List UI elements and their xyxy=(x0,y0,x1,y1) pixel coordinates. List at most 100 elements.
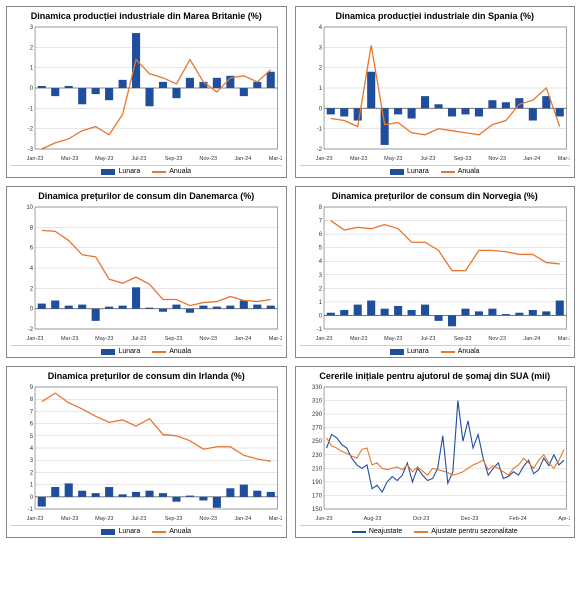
svg-text:Jul-23: Jul-23 xyxy=(420,156,435,162)
svg-text:Mar-24: Mar-24 xyxy=(557,156,570,162)
legend-label: Lunara xyxy=(118,168,140,175)
svg-text:Mar-23: Mar-23 xyxy=(349,336,366,342)
svg-text:Nov-23: Nov-23 xyxy=(199,336,217,342)
svg-text:Jan-23: Jan-23 xyxy=(27,156,44,162)
legend-label: Lunara xyxy=(118,348,140,355)
svg-text:9: 9 xyxy=(30,385,34,391)
chart-5: Cererile inițiale pentru ajutorul de șom… xyxy=(295,366,576,538)
legend-label: Lunara xyxy=(407,168,429,175)
svg-text:3: 3 xyxy=(318,273,322,279)
legend-item: Neajustate xyxy=(352,528,402,535)
chart-plot: -3-2-10123Jan-23Mar-23May-23Jul-23Sep-23… xyxy=(11,23,282,163)
svg-text:1: 1 xyxy=(30,66,34,72)
legend-item: Lunara xyxy=(101,528,140,535)
chart-1: Dinamica producției industriale din Span… xyxy=(295,6,576,178)
svg-text:May-23: May-23 xyxy=(384,336,402,342)
chart-title: Cererile inițiale pentru ajutorul de șom… xyxy=(300,371,571,381)
svg-text:Jul-23: Jul-23 xyxy=(420,336,435,342)
svg-text:May-23: May-23 xyxy=(95,516,113,522)
chart-plot: -10123456789Jan-23Mar-23May-23Jul-23Sep-… xyxy=(11,383,282,523)
svg-text:10: 10 xyxy=(26,205,33,211)
svg-text:Feb-24: Feb-24 xyxy=(509,516,526,522)
svg-text:2: 2 xyxy=(30,45,34,51)
svg-text:270: 270 xyxy=(312,426,323,432)
svg-text:6: 6 xyxy=(30,422,34,428)
chart-4: Dinamica prețurilor de consum din Irland… xyxy=(6,366,287,538)
svg-text:May-23: May-23 xyxy=(95,156,113,162)
chart-title: Dinamica producției industriale din Mare… xyxy=(11,11,282,21)
svg-text:190: 190 xyxy=(312,480,323,486)
svg-text:Jan-24: Jan-24 xyxy=(234,156,251,162)
svg-text:Oct-23: Oct-23 xyxy=(412,516,429,522)
legend-item: Lunara xyxy=(390,168,429,175)
svg-text:8: 8 xyxy=(30,225,34,231)
svg-text:Sep-23: Sep-23 xyxy=(165,336,183,342)
svg-text:Nov-23: Nov-23 xyxy=(199,156,217,162)
svg-text:-1: -1 xyxy=(28,106,34,112)
legend-label: Anuala xyxy=(169,168,191,175)
svg-text:1: 1 xyxy=(318,86,322,92)
legend-label: Neajustate xyxy=(369,528,402,535)
svg-text:0: 0 xyxy=(30,307,34,313)
chart-legend: LunaraAnuala xyxy=(300,165,571,175)
chart-3: Dinamica prețurilor de consum din Norveg… xyxy=(295,186,576,358)
svg-text:230: 230 xyxy=(312,453,323,459)
svg-text:Aug-23: Aug-23 xyxy=(363,516,381,522)
svg-text:Nov-23: Nov-23 xyxy=(199,516,217,522)
svg-text:210: 210 xyxy=(312,466,323,472)
legend-label: Lunara xyxy=(407,348,429,355)
svg-text:-1: -1 xyxy=(28,507,34,513)
svg-text:Jan-24: Jan-24 xyxy=(523,336,540,342)
chart-plot: -1012345678Jan-23Mar-23May-23Jul-23Sep-2… xyxy=(300,203,571,343)
svg-text:4: 4 xyxy=(318,25,322,31)
svg-text:330: 330 xyxy=(312,385,323,391)
chart-plot: -2-101234Jan-23Mar-23May-23Jul-23Sep-23N… xyxy=(300,23,571,163)
svg-text:0: 0 xyxy=(30,495,34,501)
svg-text:-2: -2 xyxy=(28,327,34,333)
svg-text:2: 2 xyxy=(30,470,34,476)
chart-legend: Lunara Anuala xyxy=(11,525,282,535)
legend-label: Anuala xyxy=(169,528,191,535)
svg-text:0: 0 xyxy=(318,313,322,319)
svg-text:-1: -1 xyxy=(316,327,322,333)
svg-text:Jul-23: Jul-23 xyxy=(131,516,146,522)
svg-text:Jan-23: Jan-23 xyxy=(315,336,332,342)
chart-plot: 150170190210230250270290310330Jun-23Aug-… xyxy=(300,383,571,523)
svg-text:4: 4 xyxy=(30,446,34,452)
legend-item: Anuala xyxy=(441,348,480,355)
svg-text:Jan-23: Jan-23 xyxy=(27,516,44,522)
legend-item: Anuala xyxy=(152,348,191,355)
svg-text:6: 6 xyxy=(318,232,322,238)
svg-text:310: 310 xyxy=(312,399,323,405)
svg-text:5: 5 xyxy=(30,434,34,440)
svg-text:8: 8 xyxy=(30,397,34,403)
svg-text:3: 3 xyxy=(318,45,322,51)
chart-title: Dinamica prețurilor de consum din Danema… xyxy=(11,191,282,201)
svg-text:Dec-23: Dec-23 xyxy=(460,516,478,522)
svg-text:Mar-24: Mar-24 xyxy=(269,336,282,342)
svg-text:Mar-23: Mar-23 xyxy=(349,156,366,162)
svg-text:2: 2 xyxy=(318,286,322,292)
svg-text:2: 2 xyxy=(318,66,322,72)
legend-item: Lunara xyxy=(101,168,140,175)
legend-item: Lunara xyxy=(390,348,429,355)
svg-text:170: 170 xyxy=(312,493,323,499)
svg-text:Jan-24: Jan-24 xyxy=(234,336,251,342)
svg-text:3: 3 xyxy=(30,458,34,464)
svg-text:Mar-24: Mar-24 xyxy=(269,156,282,162)
svg-text:Jun-23: Jun-23 xyxy=(315,516,332,522)
svg-text:Sep-23: Sep-23 xyxy=(165,156,183,162)
svg-text:Mar-24: Mar-24 xyxy=(269,516,282,522)
svg-text:-1: -1 xyxy=(316,127,322,133)
svg-text:Nov-23: Nov-23 xyxy=(488,156,506,162)
svg-text:Jan-23: Jan-23 xyxy=(27,336,44,342)
chart-title: Dinamica producției industriale din Span… xyxy=(300,11,571,21)
legend-label: Ajustate pentru sezonalitate xyxy=(431,528,517,535)
legend-item: Ajustate pentru sezonalitate xyxy=(414,528,517,535)
svg-text:2: 2 xyxy=(30,286,34,292)
svg-text:1: 1 xyxy=(318,300,322,306)
svg-text:150: 150 xyxy=(312,507,323,513)
svg-text:Jan-24: Jan-24 xyxy=(523,156,540,162)
svg-text:Sep-23: Sep-23 xyxy=(165,516,183,522)
svg-text:0: 0 xyxy=(30,86,34,92)
